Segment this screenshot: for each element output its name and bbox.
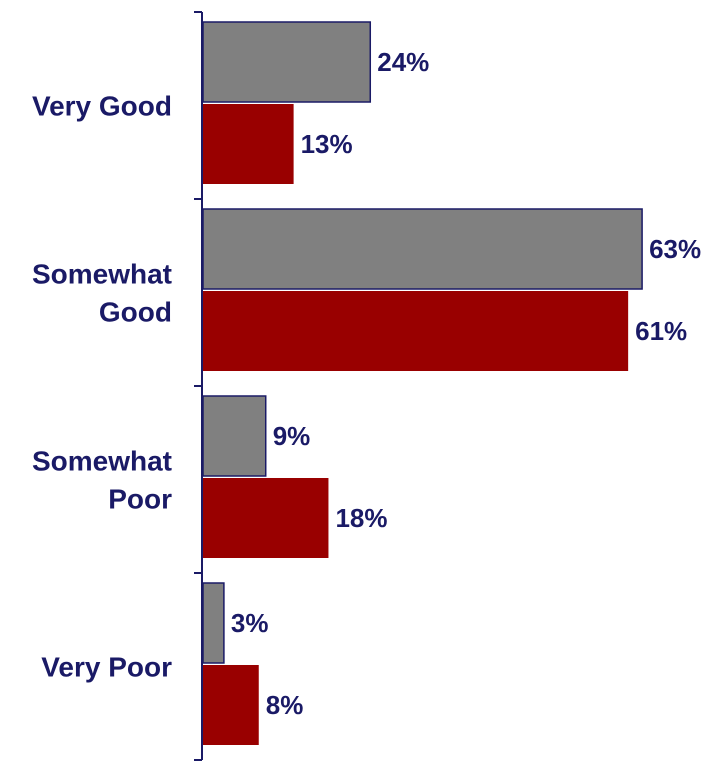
bar-1-1: [202, 21, 372, 103]
category-label: Good: [99, 297, 172, 328]
category-label: Very Poor: [41, 652, 172, 683]
bar-value-label: 8%: [266, 690, 304, 720]
category-labels: Very Good Somewhat Good Somewhat Poor Very Po…: [32, 91, 172, 683]
category-label: Poor: [108, 484, 172, 515]
bar-value-label: 13%: [301, 129, 353, 159]
axis-ticks: [194, 11, 202, 761]
category-label: Somewhat: [32, 259, 172, 290]
bar-value-label: 24%: [377, 47, 429, 77]
bar-value-label: 18%: [335, 503, 387, 533]
bar-2-1: [203, 104, 294, 184]
bar-1-2: [202, 208, 643, 290]
bars: [202, 21, 643, 745]
value-labels: 24% 13% 63% 61% 9% 18% 3% 8%: [231, 47, 701, 720]
bar-value-label: 3%: [231, 608, 269, 638]
category-label: Very Good: [32, 91, 172, 122]
category-label: Somewhat: [32, 446, 172, 477]
bar-2-2: [203, 291, 629, 371]
bar-2-4: [203, 665, 259, 745]
bar-value-label: 63%: [649, 234, 701, 264]
bar-value-label: 61%: [635, 316, 687, 346]
bar-1-3: [202, 395, 267, 477]
bar-value-label: 9%: [273, 421, 311, 451]
bar-2-3: [203, 478, 329, 558]
bar-1-4: [202, 582, 225, 664]
